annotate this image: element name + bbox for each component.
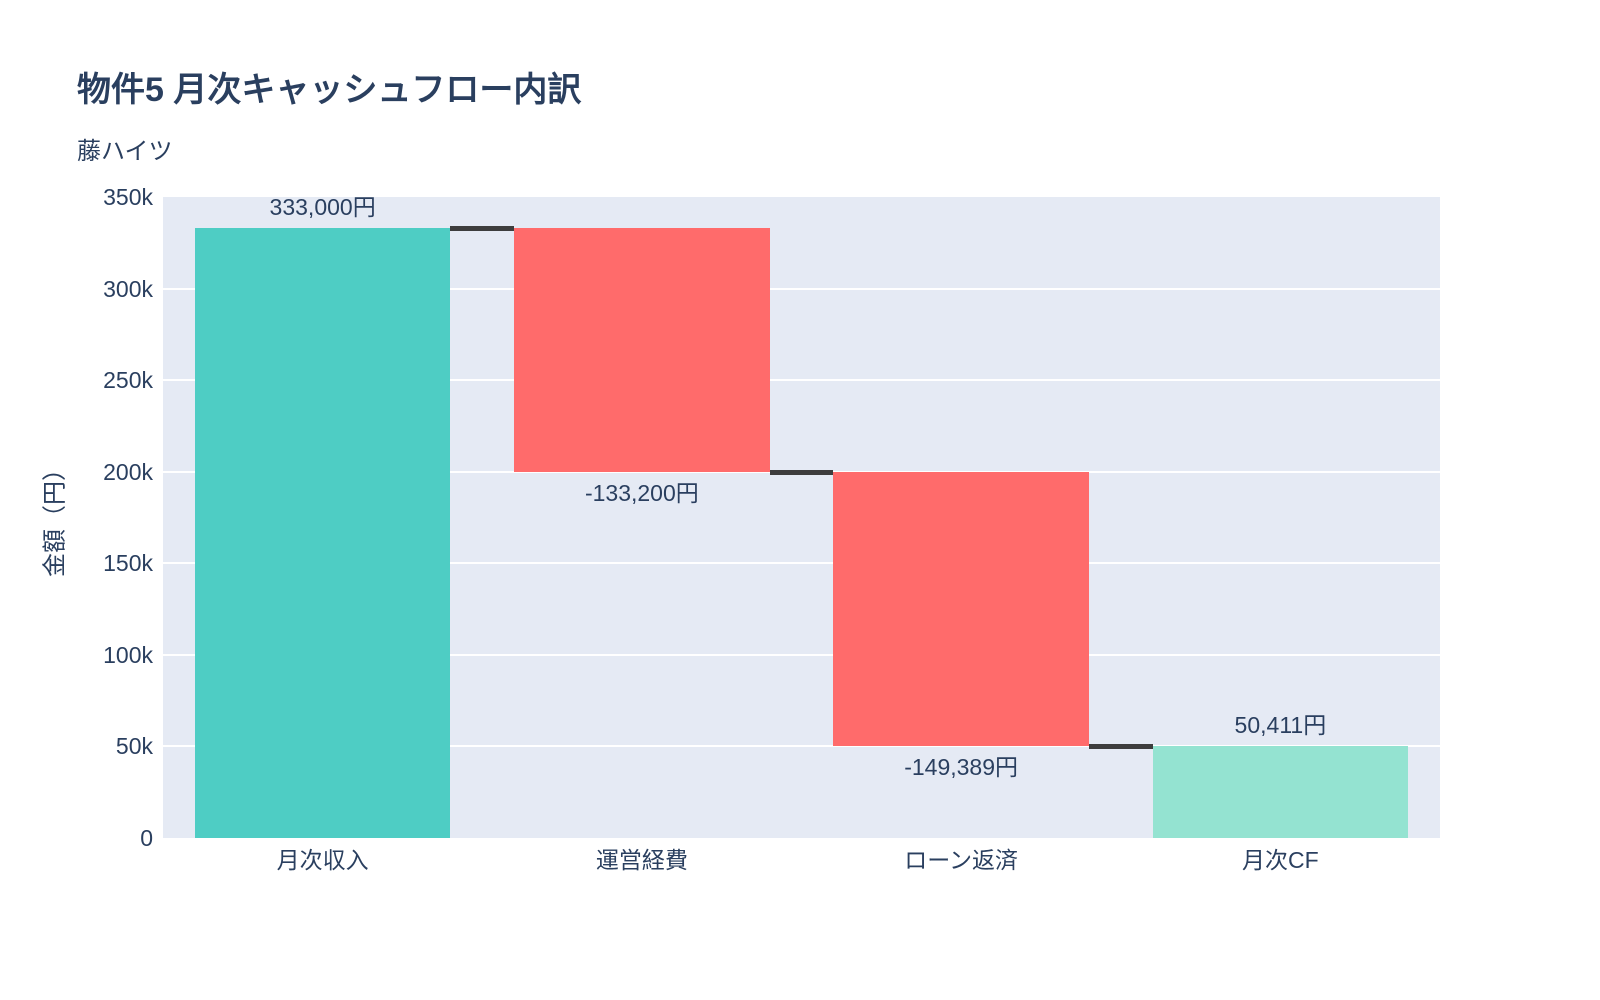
gridline-300k — [163, 287, 1440, 290]
y-tick-label-350k: 350k — [103, 184, 153, 210]
x-tick-label-1: 運営経費 — [595, 847, 688, 873]
y-tick-label-200k: 200k — [103, 458, 153, 485]
bar-value-label-0: 333,000円 — [269, 194, 376, 221]
x-tick-label-0: 月次収入 — [276, 847, 369, 873]
gridline-50k — [163, 745, 1440, 748]
gridline-150k — [163, 562, 1440, 565]
waterfall-bar-0[interactable] — [194, 228, 451, 838]
x-tick-label-2: ローン返済 — [904, 847, 1019, 873]
y-tick-label-100k: 100k — [103, 641, 153, 668]
y-tick-label-250k: 250k — [103, 367, 153, 394]
y-tick-label-50k: 50k — [115, 733, 153, 760]
y-tick-label-0: 0 — [140, 825, 153, 851]
waterfall-bar-3[interactable] — [1152, 745, 1409, 838]
chart-subtitle: 藤ハイツ — [77, 138, 173, 165]
gridline-100k — [163, 653, 1440, 656]
connector-line-0 — [450, 226, 515, 232]
waterfall-bar-1[interactable] — [514, 228, 770, 473]
plot-area — [163, 197, 1440, 838]
waterfall-bar-2[interactable] — [833, 472, 1089, 746]
bar-value-label-2: -149,389円 — [904, 753, 1019, 780]
connector-line-1 — [769, 470, 834, 476]
connector-line-2 — [1088, 743, 1153, 749]
x-tick-label-3: 月次CF — [1242, 847, 1319, 873]
bar-value-label-1: -133,200円 — [584, 480, 699, 507]
gridline-250k — [163, 379, 1440, 382]
chart-title: 物件5 月次キャッシュフロー内訳 — [77, 71, 582, 109]
y-tick-label-150k: 150k — [103, 550, 153, 577]
y-tick-label-300k: 300k — [103, 275, 153, 302]
bar-value-label-3: 50,411円 — [1234, 711, 1327, 738]
